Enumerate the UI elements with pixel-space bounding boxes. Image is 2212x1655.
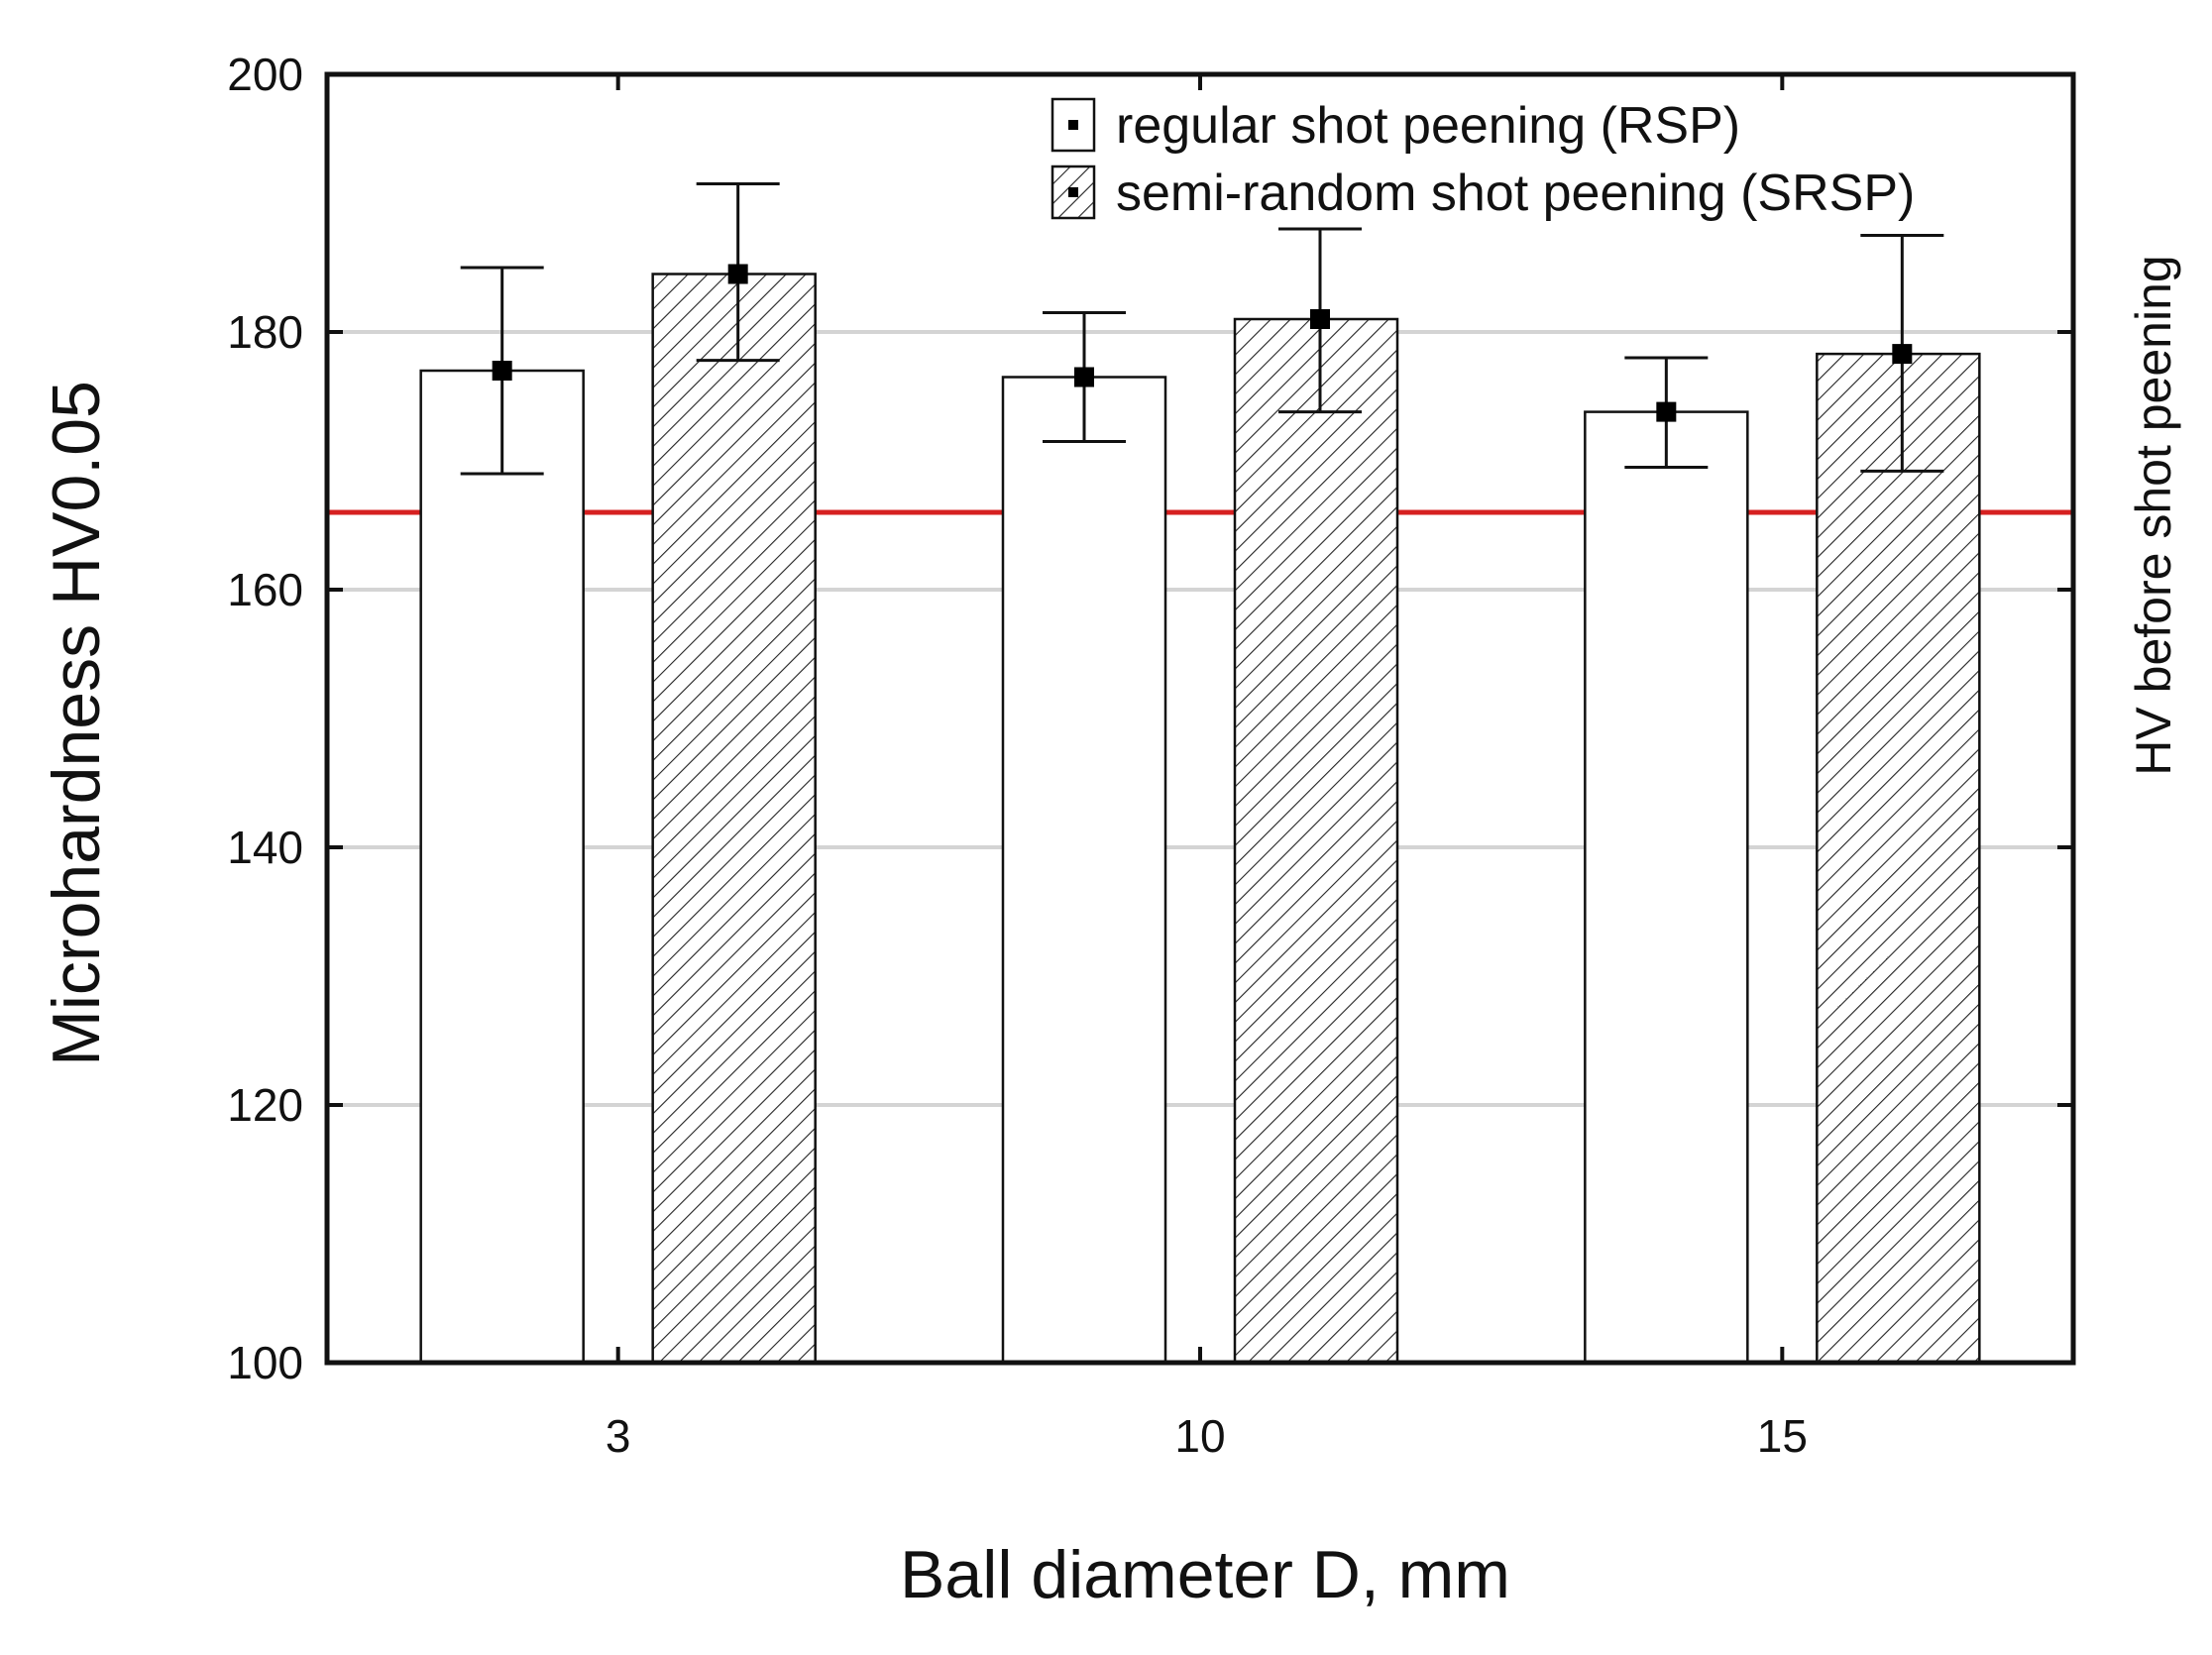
mean-marker-srsp-15 bbox=[1892, 344, 1913, 365]
reference-line-label: HV before shot peening bbox=[2126, 255, 2181, 775]
bar-rsp-3 bbox=[419, 369, 585, 1365]
bar-rsp-10 bbox=[1001, 376, 1167, 1365]
x-tick-label-3: 3 bbox=[606, 1410, 631, 1462]
y-tick-label-140: 140 bbox=[227, 822, 303, 873]
bar-srsp-10 bbox=[1233, 317, 1399, 1365]
y-axis-title: Microhardness HV0.05 bbox=[39, 381, 114, 1066]
error-bars bbox=[460, 182, 1944, 476]
mean-marker-srsp-10 bbox=[1310, 309, 1330, 329]
mean-marker-rsp-3 bbox=[492, 361, 512, 381]
y-tick-label-160: 160 bbox=[227, 564, 303, 615]
x-tick-label-10: 10 bbox=[1174, 1410, 1225, 1462]
mean-marker-srsp-3 bbox=[727, 264, 748, 284]
y-tick-label-200: 200 bbox=[227, 49, 303, 100]
legend-label-srsp: semi-random shot peening (SRSP) bbox=[1116, 165, 1915, 222]
legend-label-rsp: regular shot peening (RSP) bbox=[1116, 97, 1740, 155]
plot-frame bbox=[324, 71, 2076, 1366]
y-tick-label-180: 180 bbox=[227, 306, 303, 358]
x-axis-title: Ball diameter D, mm bbox=[900, 1537, 1510, 1612]
x-tick-label-15: 15 bbox=[1757, 1410, 1808, 1462]
bar-srsp-3 bbox=[651, 273, 817, 1365]
legend-marker-rsp bbox=[1068, 120, 1078, 130]
y-tick-label-100: 100 bbox=[227, 1337, 303, 1388]
bars bbox=[419, 273, 1981, 1365]
grid-lines bbox=[327, 330, 2073, 1107]
legend: regular shot peening (RSP) semi-random s… bbox=[1051, 97, 1915, 222]
bar-rsp-15 bbox=[1584, 410, 1749, 1365]
mean-marker-rsp-10 bbox=[1074, 367, 1094, 387]
y-tick-label-120: 120 bbox=[227, 1079, 303, 1131]
mean-marker-rsp-15 bbox=[1656, 401, 1677, 422]
axis-ticks: 100 120 140 160 180 200 3 10 15 bbox=[227, 49, 2073, 1462]
bar-srsp-15 bbox=[1816, 352, 1981, 1365]
legend-marker-srsp bbox=[1068, 187, 1078, 197]
